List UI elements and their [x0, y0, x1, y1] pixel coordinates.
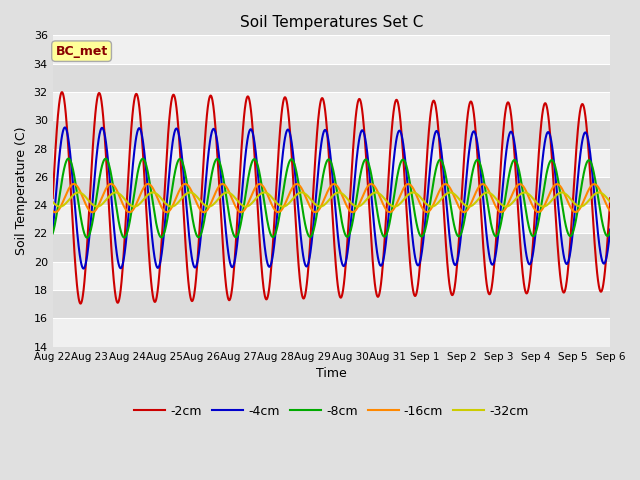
-16cm: [607, 208, 614, 214]
-8cm: [306, 234, 314, 240]
-2cm: [321, 102, 328, 108]
Bar: [52, 318, 611, 347]
-8cm: [607, 229, 614, 235]
-8cm: [77, 218, 85, 224]
-4cm: [80, 265, 88, 271]
-32cm: [591, 192, 598, 197]
-16cm: [321, 196, 328, 202]
-4cm: [306, 255, 314, 261]
Legend: -2cm, -4cm, -8cm, -16cm, -32cm: -2cm, -4cm, -8cm, -16cm, -32cm: [129, 400, 534, 423]
Bar: [52, 36, 611, 64]
-32cm: [49, 199, 56, 205]
-2cm: [78, 299, 86, 304]
Bar: [52, 149, 611, 177]
-2cm: [488, 281, 496, 287]
-2cm: [306, 249, 314, 254]
-16cm: [306, 203, 314, 209]
-32cm: [306, 195, 314, 201]
-2cm: [607, 195, 614, 201]
-4cm: [49, 229, 56, 235]
-16cm: [70, 181, 77, 187]
-2cm: [591, 240, 598, 246]
X-axis label: Time: Time: [316, 367, 347, 380]
-16cm: [51, 209, 59, 215]
Bar: [52, 290, 611, 318]
-4cm: [607, 227, 614, 232]
-16cm: [591, 181, 598, 187]
-2cm: [77, 301, 84, 307]
-32cm: [78, 191, 86, 196]
-8cm: [488, 226, 496, 232]
Bar: [52, 262, 611, 290]
Text: BC_met: BC_met: [56, 45, 108, 58]
-4cm: [591, 192, 598, 198]
Line: -16cm: -16cm: [52, 184, 611, 212]
-4cm: [488, 262, 496, 267]
-32cm: [591, 192, 598, 197]
-2cm: [49, 195, 56, 201]
-2cm: [58, 89, 66, 95]
Bar: [52, 120, 611, 149]
Line: -32cm: -32cm: [52, 192, 611, 206]
-8cm: [591, 172, 598, 178]
-4cm: [591, 195, 598, 201]
-32cm: [607, 199, 614, 205]
Bar: [52, 233, 611, 262]
-4cm: [61, 125, 68, 131]
Bar: [52, 177, 611, 205]
Line: -4cm: -4cm: [52, 128, 611, 268]
-8cm: [83, 235, 91, 240]
-8cm: [65, 156, 72, 161]
-16cm: [49, 208, 56, 214]
-32cm: [75, 190, 83, 195]
-32cm: [488, 192, 496, 198]
Line: -8cm: -8cm: [52, 158, 611, 238]
Title: Soil Temperatures Set C: Soil Temperatures Set C: [240, 15, 423, 30]
-4cm: [321, 128, 328, 133]
-32cm: [321, 202, 328, 208]
-4cm: [77, 261, 85, 267]
-2cm: [591, 236, 598, 242]
Bar: [52, 64, 611, 92]
-8cm: [591, 174, 598, 180]
-16cm: [488, 196, 496, 202]
-8cm: [321, 167, 328, 172]
Bar: [52, 92, 611, 120]
Line: -2cm: -2cm: [52, 92, 611, 304]
-8cm: [49, 230, 56, 236]
-32cm: [56, 204, 64, 209]
-16cm: [78, 192, 86, 198]
Bar: [52, 205, 611, 233]
Y-axis label: Soil Temperature (C): Soil Temperature (C): [15, 127, 28, 255]
-16cm: [591, 181, 598, 187]
